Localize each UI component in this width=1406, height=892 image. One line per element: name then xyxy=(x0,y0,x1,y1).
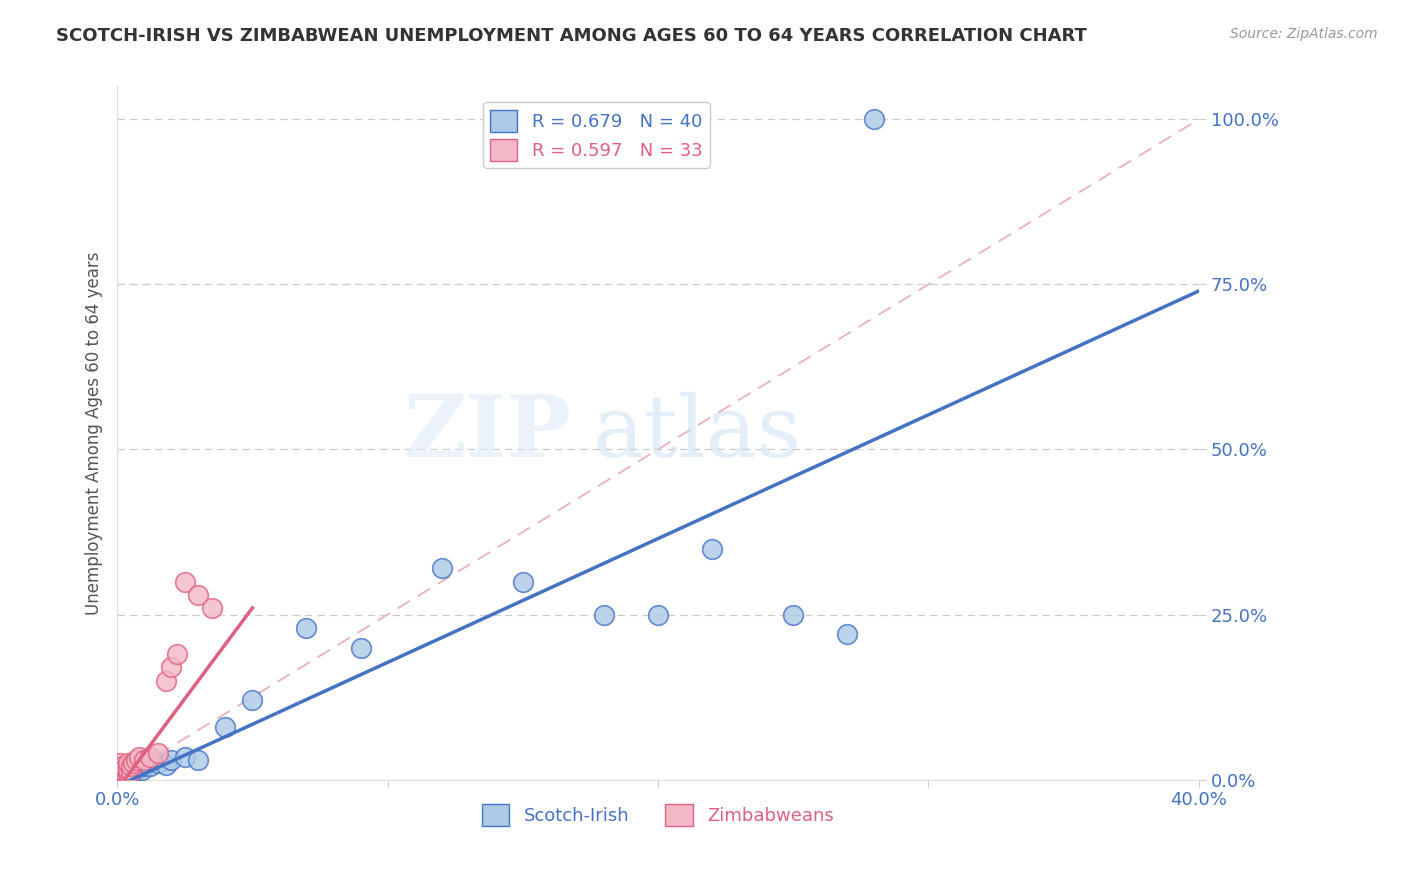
Text: ZIP: ZIP xyxy=(404,391,571,475)
Point xyxy=(114,769,136,783)
Y-axis label: Unemployment Among Ages 60 to 64 years: Unemployment Among Ages 60 to 64 years xyxy=(86,252,103,615)
Point xyxy=(117,763,139,777)
Point xyxy=(122,766,145,780)
Text: SCOTCH-IRISH VS ZIMBABWEAN UNEMPLOYMENT AMONG AGES 60 TO 64 YEARS CORRELATION CH: SCOTCH-IRISH VS ZIMBABWEAN UNEMPLOYMENT … xyxy=(56,27,1087,45)
Point xyxy=(125,763,148,777)
Point xyxy=(512,574,534,589)
Point xyxy=(187,588,209,602)
Point xyxy=(146,756,169,771)
Point xyxy=(108,764,131,779)
Point xyxy=(114,767,136,781)
Point xyxy=(128,761,150,775)
Point xyxy=(160,660,183,674)
Point xyxy=(111,763,134,777)
Point xyxy=(108,759,131,773)
Point xyxy=(111,767,134,781)
Point xyxy=(187,753,209,767)
Point xyxy=(120,767,142,781)
Point xyxy=(134,753,156,767)
Point xyxy=(111,770,134,784)
Point xyxy=(128,749,150,764)
Point xyxy=(160,753,183,767)
Point xyxy=(120,764,142,779)
Point xyxy=(837,627,859,641)
Point xyxy=(120,764,142,779)
Point xyxy=(117,766,139,780)
Point xyxy=(700,541,723,556)
Point xyxy=(114,766,136,780)
Point xyxy=(134,759,156,773)
Point xyxy=(108,768,131,782)
Point xyxy=(108,771,131,785)
Point xyxy=(120,759,142,773)
Point xyxy=(114,764,136,779)
Point xyxy=(108,756,131,771)
Point xyxy=(146,746,169,760)
Text: Source: ZipAtlas.com: Source: ZipAtlas.com xyxy=(1230,27,1378,41)
Point xyxy=(108,771,131,785)
Point xyxy=(108,769,131,783)
Point xyxy=(201,601,224,615)
Point xyxy=(647,607,669,622)
Point xyxy=(108,766,131,780)
Point xyxy=(155,758,177,772)
Point xyxy=(108,768,131,782)
Point xyxy=(173,749,195,764)
Point xyxy=(114,761,136,775)
Point xyxy=(295,621,318,635)
Point xyxy=(117,764,139,778)
Point xyxy=(111,759,134,773)
Point xyxy=(242,693,264,707)
Point xyxy=(782,607,804,622)
Point xyxy=(111,766,134,780)
Point xyxy=(114,768,136,782)
Point xyxy=(430,561,453,575)
Point xyxy=(125,753,148,767)
Point xyxy=(108,769,131,783)
Text: atlas: atlas xyxy=(593,392,803,475)
Point xyxy=(114,764,136,779)
Point xyxy=(117,766,139,780)
Point xyxy=(214,720,236,734)
Point xyxy=(122,756,145,771)
Point xyxy=(117,769,139,783)
Point xyxy=(138,749,160,764)
Point xyxy=(592,607,614,622)
Point xyxy=(111,769,134,783)
Point xyxy=(111,769,134,783)
Point xyxy=(173,574,195,589)
Point xyxy=(166,647,188,661)
Point xyxy=(138,759,160,773)
Point xyxy=(122,763,145,777)
Point xyxy=(131,763,153,777)
Point xyxy=(108,763,131,777)
Point xyxy=(349,640,371,655)
Point xyxy=(155,673,177,688)
Legend: Scotch-Irish, Zimbabweans: Scotch-Irish, Zimbabweans xyxy=(475,797,841,833)
Point xyxy=(863,112,886,127)
Point xyxy=(111,766,134,780)
Point xyxy=(111,767,134,781)
Point xyxy=(117,756,139,771)
